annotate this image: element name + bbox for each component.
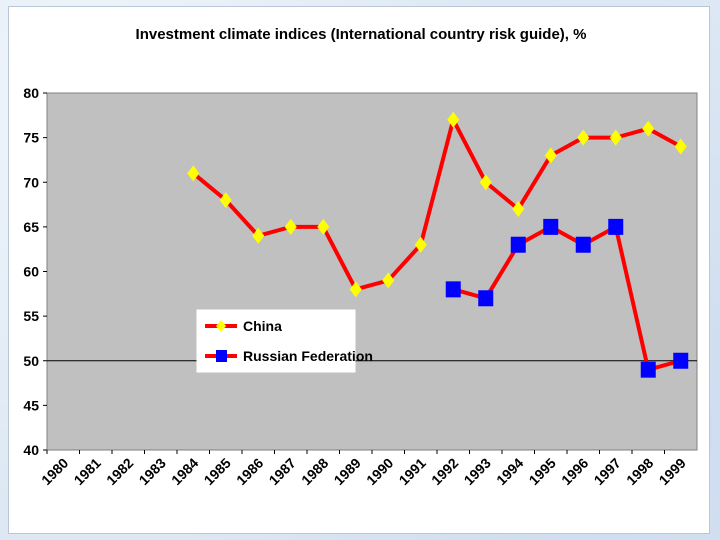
y-tick-label: 80: [23, 85, 39, 101]
legend-marker: [216, 350, 227, 362]
y-tick-label: 40: [23, 442, 39, 458]
y-tick-label: 60: [23, 264, 39, 280]
legend-label: Russian Federation: [243, 348, 373, 364]
data-point-square: [510, 236, 526, 253]
x-tick-label: 1990: [363, 455, 396, 488]
x-tick-label: 1993: [461, 455, 494, 488]
line-chart: Investment climate indices (Internationa…: [23, 26, 698, 488]
y-tick-label: 45: [23, 397, 39, 413]
legend-marker: [216, 320, 226, 332]
x-tick-label: 1980: [38, 455, 71, 488]
y-tick-label: 75: [23, 130, 39, 146]
x-tick-label: 1989: [331, 455, 364, 488]
x-tick-label: 1994: [493, 455, 526, 488]
data-point-diamond: [187, 165, 200, 182]
data-point-diamond: [544, 147, 557, 164]
y-tick-label: 65: [23, 219, 39, 235]
series-line-0: [191, 117, 682, 292]
data-point-diamond: [577, 129, 590, 146]
x-tick-label: 1986: [233, 455, 266, 488]
data-point-square: [445, 281, 461, 298]
x-tick-label: 1992: [428, 455, 461, 488]
x-tick-label: 1983: [136, 455, 169, 488]
data-point-diamond: [252, 227, 265, 244]
data-point-diamond: [317, 218, 330, 235]
x-tick-label: 1996: [558, 455, 591, 488]
data-point-square: [575, 236, 591, 253]
plot-area: [46, 92, 698, 451]
chart-container: Investment climate indices (Internationa…: [8, 6, 710, 534]
x-tick-label: 1982: [103, 455, 136, 488]
x-tick-label: 1995: [526, 455, 559, 488]
x-tick-label: 1998: [623, 455, 656, 488]
data-point-square: [673, 352, 689, 369]
data-point-diamond: [674, 138, 687, 155]
data-point-diamond: [642, 120, 655, 137]
x-tick-label: 1991: [396, 455, 429, 488]
data-point-diamond: [609, 129, 622, 146]
data-point-square: [478, 290, 494, 307]
data-point-square: [640, 361, 656, 378]
data-point-diamond: [479, 174, 492, 191]
x-tick-label: 1984: [168, 455, 201, 488]
data-point-diamond: [382, 272, 395, 289]
x-tick-label: 1985: [201, 455, 234, 488]
x-tick-label: 1988: [298, 455, 331, 488]
x-tick-label: 1997: [591, 455, 624, 488]
y-tick-label: 50: [23, 353, 39, 369]
y-tick-label: 55: [23, 308, 39, 324]
data-point-square: [543, 218, 559, 235]
chart-title: Investment climate indices (Internationa…: [136, 26, 587, 43]
y-tick-label: 70: [23, 174, 39, 190]
x-tick-label: 1987: [266, 455, 299, 488]
legend-label: China: [243, 318, 282, 334]
data-point-diamond: [219, 192, 232, 209]
data-point-diamond: [349, 281, 362, 298]
x-tick-label: 1999: [656, 455, 689, 488]
data-point-diamond: [414, 236, 427, 253]
data-point-diamond: [284, 218, 297, 235]
data-point-diamond: [447, 111, 460, 128]
series-line-1: [452, 224, 682, 372]
data-point-diamond: [512, 201, 525, 218]
data-point-square: [608, 218, 624, 235]
x-tick-label: 1981: [71, 455, 104, 488]
